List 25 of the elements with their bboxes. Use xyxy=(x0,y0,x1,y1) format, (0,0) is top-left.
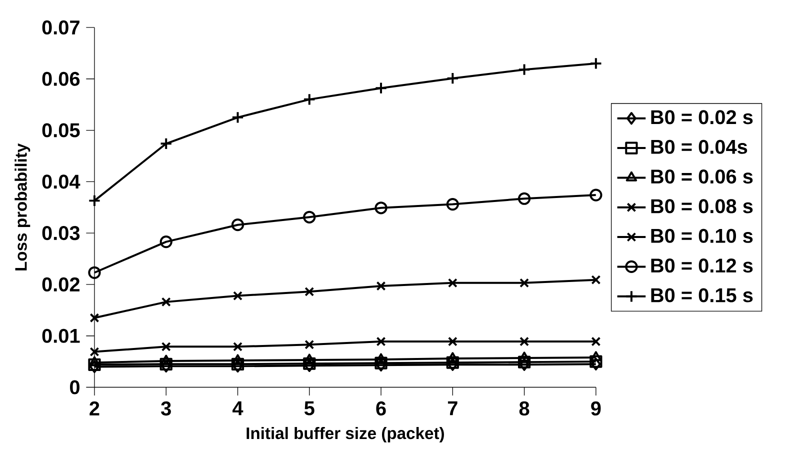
legend-label: B0 = 0.04s xyxy=(651,140,748,154)
x-axis-title: Initial buffer size (packet) xyxy=(246,427,444,442)
legend-label: B0 = 0.12 s xyxy=(651,258,753,273)
x-tick-label: 2 xyxy=(90,401,100,416)
x-tick-label: 9 xyxy=(591,401,601,416)
legend-label: B0 = 0.02 s xyxy=(651,110,753,124)
y-tick-label: 0.06 xyxy=(42,72,80,86)
legend-label: B0 = 0.08 s xyxy=(651,199,753,214)
x-tick-label: 4 xyxy=(232,401,244,416)
y-tick-label: 0.01 xyxy=(42,328,80,343)
x-tick-label: 5 xyxy=(304,401,314,416)
x-tick-label: 8 xyxy=(519,401,530,416)
legend-label: B0 = 0.10 s xyxy=(651,228,753,243)
y-tick-label: 0 xyxy=(70,380,80,394)
y-tick-label: 0.04 xyxy=(42,174,80,189)
x-tick-label: 7 xyxy=(448,401,458,416)
y-tick-label: 0.05 xyxy=(42,123,80,138)
x-tick-label: 3 xyxy=(161,401,171,416)
y-tick-label: 0.02 xyxy=(42,277,80,292)
y-tick-label: 0.03 xyxy=(42,226,80,240)
legend-label: B0 = 0.06 s xyxy=(651,170,753,184)
y-axis-title: Loss probability xyxy=(14,143,30,270)
x-tick-label: 6 xyxy=(376,401,386,416)
y-tick-label: 0.07 xyxy=(42,20,80,35)
legend-label: B0 = 0.15 s xyxy=(651,288,753,302)
